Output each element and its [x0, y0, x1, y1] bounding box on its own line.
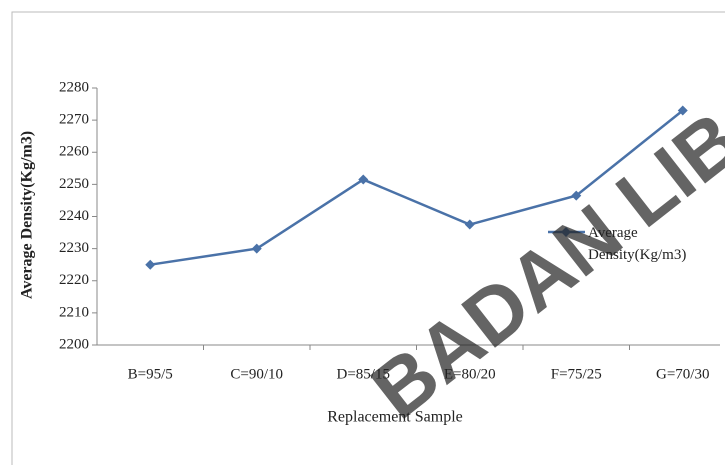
x-axis-title: Replacement Sample: [327, 409, 463, 426]
x-tick-label: G=70/30: [656, 366, 709, 382]
data-point: [464, 219, 475, 230]
data-point: [677, 105, 688, 116]
frame: [11, 11, 725, 470]
y-axis-title: Average Density(Kg/m3): [19, 131, 36, 299]
x-tick-label: E=80/20: [444, 366, 496, 382]
x-tick-label: C=90/10: [230, 366, 283, 382]
y-tick-label: 2260: [59, 144, 89, 160]
x-tick-label: F=75/25: [551, 366, 602, 382]
y-tick-label: 2220: [59, 272, 89, 288]
x-tick-label: B=95/5: [128, 366, 173, 382]
y-tick-label: 2230: [59, 240, 89, 256]
y-tick-label: 2270: [59, 112, 89, 128]
y-tick-label: 2200: [59, 336, 89, 352]
y-tick-label: 2210: [59, 304, 89, 320]
y-tick-label: 2250: [59, 176, 89, 192]
y-tick-label: 2280: [59, 79, 89, 95]
data-line: [150, 109, 684, 266]
legend-marker: [561, 227, 571, 237]
y-tick-label: 2240: [59, 208, 89, 224]
data-point: [358, 174, 369, 185]
data-point: [145, 259, 156, 270]
data-point: [251, 243, 262, 254]
legend-label: Average Density(Kg/m3): [588, 225, 687, 263]
data-point: [571, 190, 582, 201]
x-tick-label: D=85/15: [337, 366, 390, 382]
